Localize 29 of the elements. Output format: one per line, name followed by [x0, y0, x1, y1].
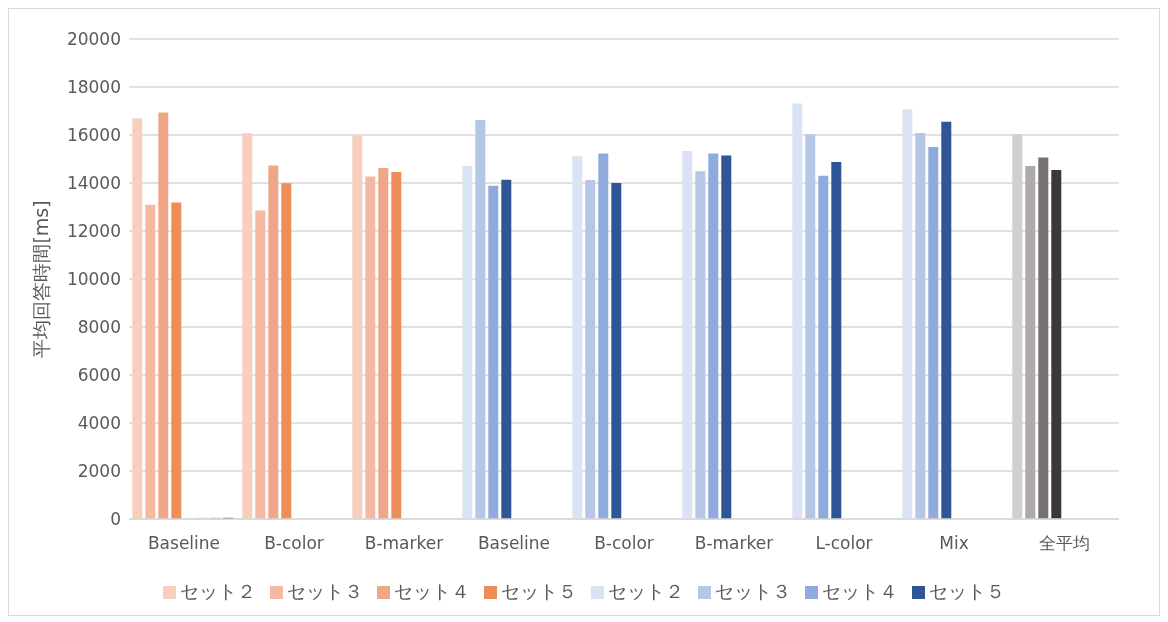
legend-label: セット２ [608, 579, 684, 604]
y-tick-label: 6000 [77, 365, 121, 386]
x-tick-label: Mix [939, 533, 969, 554]
legend-label: セット５ [501, 579, 577, 604]
legend-label: セット２ [180, 579, 256, 604]
x-tick-label: 全平均 [1038, 533, 1090, 554]
legend-label: セット４ [394, 579, 470, 604]
y-axis-title: 平均回答時間[ms] [29, 200, 52, 358]
legend-label: セット３ [287, 579, 363, 604]
legend-label: セット５ [929, 579, 1005, 604]
x-tick-label: Baseline [147, 533, 221, 554]
y-tick-label: 12000 [66, 221, 121, 242]
y-tick-label: 4000 [77, 413, 121, 434]
x-tick-label: B-color [594, 533, 654, 554]
y-tick-label: 14000 [66, 173, 121, 194]
legend-label: セット３ [715, 579, 791, 604]
x-tick-label: L-color [815, 533, 873, 554]
y-tick-label: 16000 [66, 125, 121, 146]
y-tick-label: 8000 [77, 317, 121, 338]
legend-label: セット４ [822, 579, 898, 604]
y-tick-label: 10000 [66, 269, 121, 290]
y-tick-label: 2000 [77, 461, 121, 482]
y-tick-label: 0 [110, 509, 121, 530]
y-tick-label: 20000 [66, 29, 121, 50]
x-tick-label: B-color [264, 533, 324, 554]
x-tick-label: Baseline [477, 533, 551, 554]
x-tick-label: B-marker [694, 533, 774, 554]
x-tick-label: B-marker [364, 533, 444, 554]
y-tick-label: 18000 [66, 77, 121, 98]
